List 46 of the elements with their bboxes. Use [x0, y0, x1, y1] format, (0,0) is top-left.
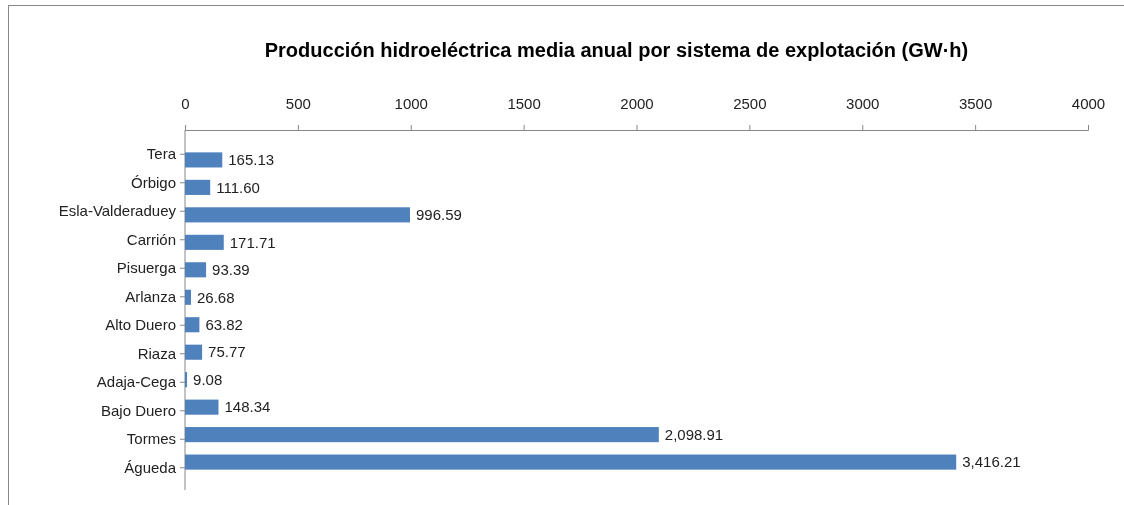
y-tick-label: Águeda [124, 458, 177, 476]
data-label: 9.08 [193, 370, 223, 388]
x-tick-label: 3500 [958, 95, 993, 112]
y-tick-label: Arlanza [125, 287, 177, 305]
data-label: 165.13 [228, 151, 275, 169]
data-label: 75.77 [208, 343, 246, 361]
y-tick-label: Carrión [126, 230, 176, 248]
bar [185, 207, 410, 223]
y-tick-label: Adaja-Cega [96, 373, 177, 391]
data-label: 171.71 [229, 233, 276, 251]
x-tick-label: 500 [285, 95, 311, 112]
x-tick-label: 2000 [620, 95, 654, 112]
y-tick-label: Alto Duero [105, 316, 176, 334]
data-label: 996.59 [415, 206, 462, 224]
data-label: 3,416.21 [962, 453, 1021, 471]
y-tick-label: Bajo Duero [100, 401, 176, 419]
bar [185, 427, 659, 443]
y-tick-label: Esla-Valderaduey [58, 202, 177, 220]
bar [185, 344, 203, 360]
data-label: 148.34 [224, 398, 271, 416]
bar [185, 234, 224, 250]
bar [185, 454, 957, 470]
data-label: 111.60 [216, 178, 260, 196]
bar [185, 372, 188, 388]
y-tick-label: Pisuerga [116, 259, 177, 277]
data-label: 2,098.91 [664, 425, 724, 443]
x-tick-label: 1500 [507, 95, 541, 112]
y-tick-label: Tormes [126, 430, 176, 448]
x-tick-label: 0 [181, 95, 190, 112]
bar [185, 262, 207, 278]
x-tick-label: 4000 [1071, 95, 1106, 112]
x-tick-label: 3000 [846, 95, 880, 112]
data-label: 26.68 [197, 288, 235, 306]
bar [185, 152, 223, 168]
data-label: 93.39 [212, 261, 250, 279]
y-tick-label: Órbigo [130, 173, 176, 191]
y-tick-label: Tera [146, 145, 177, 163]
chart-title: Producción hidroeléctrica media anual por sistema de explotación (GW·h) [264, 39, 969, 61]
x-tick-label: 2500 [733, 95, 767, 112]
bar [185, 289, 192, 305]
y-tick-label: Riaza [137, 344, 177, 362]
data-label: 63.82 [205, 315, 243, 333]
bar [185, 399, 219, 415]
bar [185, 179, 211, 195]
bar [185, 317, 200, 333]
x-tick-label: 1000 [394, 95, 428, 112]
